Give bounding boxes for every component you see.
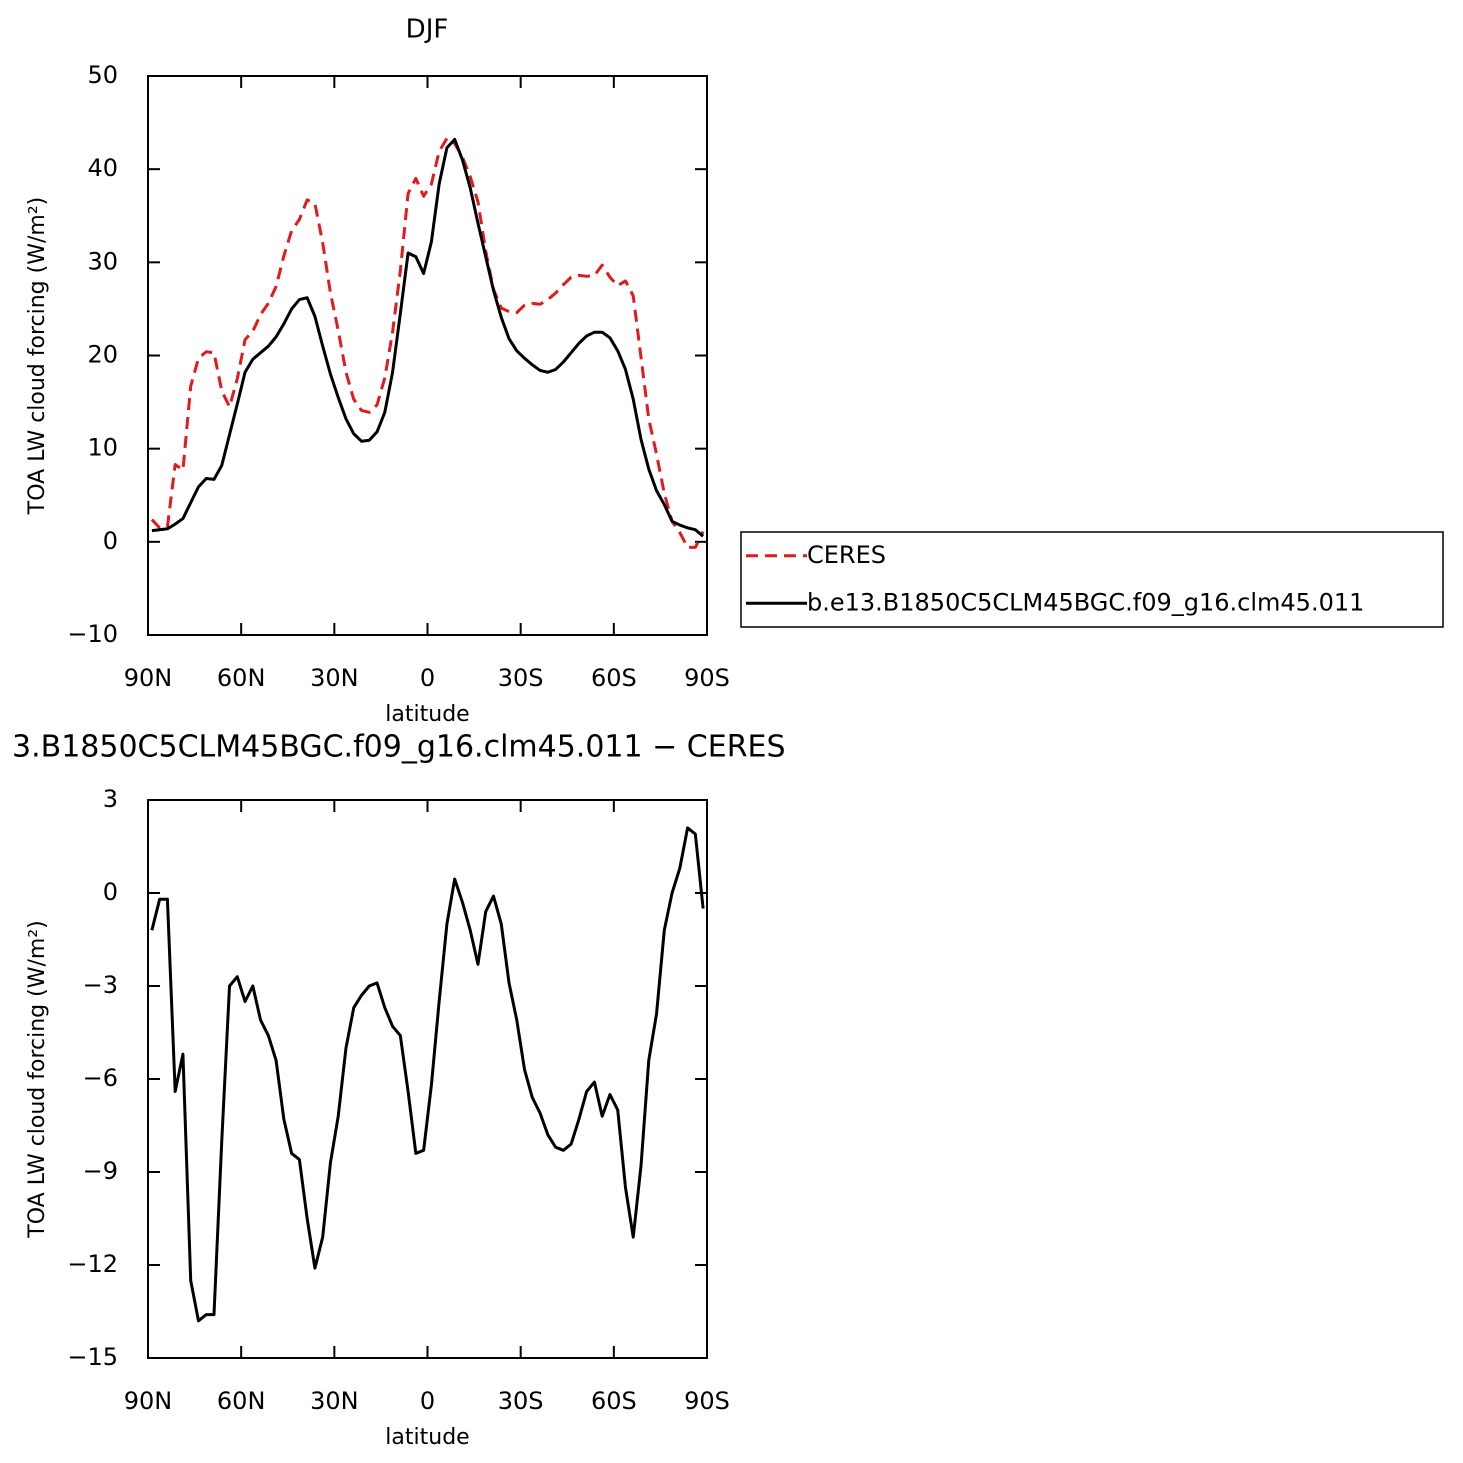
y-tick-label: 0 xyxy=(103,527,118,555)
y-axis-label: TOA LW cloud forcing (W/m²) xyxy=(25,920,50,1238)
legend: CERES b.e13.B1850C5CLM45BGC.f09_g16.clm45… xyxy=(740,531,1444,628)
chart: 3.B1850C5CLM45BGC.f09_g16.clm45.011 − CE… xyxy=(12,730,786,1451)
y-tick-label: 20 xyxy=(87,341,118,369)
y-tick-label: −3 xyxy=(83,971,118,999)
x-axis-label: latitude xyxy=(385,702,469,727)
x-tick-label: 60S xyxy=(591,1387,637,1415)
y-tick-label: −12 xyxy=(67,1250,118,1278)
x-tick-label: 30S xyxy=(498,1387,544,1415)
y-tick-label: 40 xyxy=(87,154,118,182)
x-axis-label: latitude xyxy=(385,1425,469,1450)
y-axis-label: TOA LW cloud forcing (W/m²) xyxy=(25,197,50,515)
y-tick-label: 0 xyxy=(103,878,118,906)
x-tick-label: 0 xyxy=(420,1387,435,1415)
x-tick-label: 60N xyxy=(217,1387,266,1415)
legend-label: CERES xyxy=(807,541,886,569)
x-tick-label: 90S xyxy=(684,664,730,692)
x-tick-label: 90N xyxy=(124,664,173,692)
x-tick-label: 0 xyxy=(420,664,435,692)
plot-frame xyxy=(147,75,708,636)
x-tick-label: 90S xyxy=(684,1387,730,1415)
x-tick-label: 60S xyxy=(591,664,637,692)
x-tick-label: 30N xyxy=(310,1387,359,1415)
chart-title: DJF xyxy=(406,15,449,45)
series-line xyxy=(150,136,705,549)
y-tick-label: −15 xyxy=(67,1343,118,1371)
y-tick-label: −9 xyxy=(83,1157,118,1185)
legend-box xyxy=(740,531,1444,628)
chart-title: 3.B1850C5CLM45BGC.f09_g16.clm45.011 − CE… xyxy=(12,730,786,765)
plot-frame xyxy=(147,799,708,1359)
y-tick-label: 30 xyxy=(87,247,118,275)
x-tick-label: 30N xyxy=(310,664,359,692)
y-tick-label: −6 xyxy=(83,1064,118,1092)
legend-label: b.e13.B1850C5CLM45BGC.f09_g16.clm45.011 xyxy=(807,588,1364,616)
series-line xyxy=(151,137,705,538)
x-tick-label: 30S xyxy=(498,664,544,692)
x-tick-label: 60N xyxy=(217,664,266,692)
y-tick-label: −10 xyxy=(67,620,118,648)
y-tick-label: 10 xyxy=(87,434,118,462)
x-tick-label: 90N xyxy=(124,1387,173,1415)
chart: DJF −10 0 10 20 30 40 50 90N 60N 30N 0 30S 60S 90S lati… xyxy=(25,15,1444,727)
series-line xyxy=(150,826,705,1323)
y-tick-label: 50 xyxy=(87,61,118,89)
y-tick-label: 3 xyxy=(103,785,118,813)
